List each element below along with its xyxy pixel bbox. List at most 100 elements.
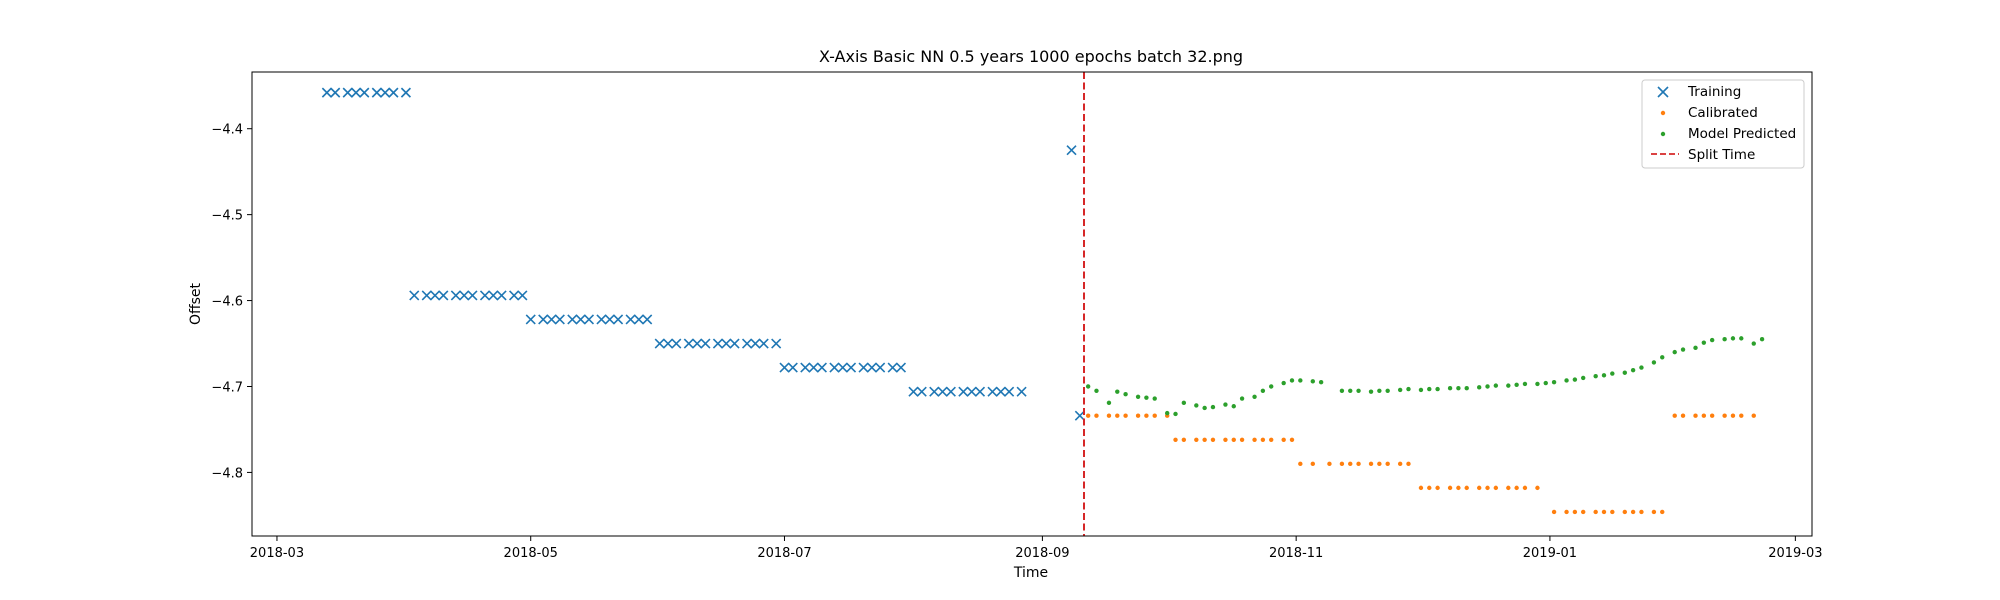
training-point [995, 386, 1006, 397]
model-predicted-point [1397, 387, 1403, 393]
calibrated-point [1435, 485, 1440, 491]
model-predicted-point [1368, 389, 1374, 394]
model-predicted-point [1106, 400, 1112, 406]
calibrated-point [1693, 413, 1698, 418]
model-predicted-point [1730, 336, 1736, 341]
calibrated-series [1085, 413, 1756, 515]
training-point [945, 386, 956, 397]
model-predicted-point [1269, 384, 1274, 389]
y-axis-ticks: −4.4 −4.5 −4.6 −4.7 −4.8 [211, 123, 252, 481]
calibrated-point [1464, 485, 1469, 491]
model-predicted-point [1759, 337, 1765, 342]
training-point [662, 338, 674, 349]
model-predicted-point [1506, 383, 1511, 388]
legend-box [1641, 79, 1805, 169]
training-point [895, 362, 907, 373]
model-predicted-point [1348, 388, 1353, 393]
training-point [671, 338, 682, 349]
model-predicted-point [1610, 371, 1615, 376]
model-predicted-series [1085, 336, 1765, 417]
model-predicted-point [1535, 381, 1540, 387]
training-point [908, 386, 919, 397]
plot-frame [251, 71, 1813, 537]
training-point [567, 314, 578, 325]
calibrated-point [1269, 437, 1274, 442]
model-predicted-point [1094, 388, 1099, 393]
legend-marker-calibrated [1660, 110, 1666, 116]
training-point [1016, 386, 1027, 397]
legend-label-calibrated: Calibrated [1688, 105, 1758, 121]
chart-title: X-Axis Basic NN 0.5 years 1000 epochs ba… [819, 47, 1243, 66]
x-tick-label: 2018-11 [1269, 546, 1323, 561]
training-point [887, 362, 898, 373]
training-point [1066, 145, 1077, 156]
model-predicted-point [1135, 394, 1141, 399]
calibrated-point [1210, 437, 1216, 442]
training-point [712, 338, 723, 349]
training-point [633, 314, 644, 325]
calibrated-point [1456, 485, 1461, 491]
training-point [400, 87, 411, 98]
training-point [421, 290, 432, 301]
training-point [729, 338, 740, 349]
model-predicted-point [1085, 384, 1091, 389]
y-tick-label: −4.6 [211, 295, 243, 310]
calibrated-point [1106, 413, 1112, 418]
training-point [866, 362, 877, 373]
model-predicted-point [1144, 395, 1149, 400]
model-predicted-point [1377, 388, 1382, 393]
training-point [987, 386, 998, 397]
training-point [450, 290, 461, 301]
training-point [546, 314, 557, 325]
model-predicted-point [1660, 355, 1665, 360]
model-predicted-point [1239, 396, 1245, 401]
calibrated-point [1135, 413, 1141, 418]
training-point [937, 386, 948, 397]
model-predicted-point [1464, 386, 1469, 391]
training-point [758, 338, 769, 349]
model-predicted-point [1485, 384, 1490, 389]
calibrated-point [1223, 437, 1228, 442]
model-predicted-point [1339, 388, 1345, 393]
calibrated-point [1194, 437, 1199, 442]
model-predicted-point [1651, 360, 1657, 365]
training-point [741, 338, 753, 349]
calibrated-point [1094, 413, 1099, 418]
training-point [974, 386, 986, 397]
calibrated-point [1368, 461, 1374, 467]
model-predicted-point [1722, 337, 1727, 342]
training-point [613, 314, 624, 325]
calibrated-point [1630, 509, 1636, 515]
calibrated-point [1181, 437, 1187, 442]
training-point [479, 290, 491, 301]
calibrated-point [1085, 413, 1091, 418]
model-predicted-point [1601, 373, 1607, 378]
x-tick-label: 2018-07 [757, 546, 811, 561]
model-predicted-point [1115, 389, 1120, 394]
calibrated-point [1144, 413, 1149, 418]
calibrated-point [1581, 509, 1586, 515]
calibrated-point [1739, 413, 1744, 418]
calibrated-point [1356, 461, 1361, 467]
calibrated-point [1298, 461, 1303, 467]
training-point [779, 362, 790, 373]
legend-label-training: Training [1687, 84, 1741, 100]
model-predicted-point [1564, 378, 1569, 383]
y-tick-label: −4.4 [211, 123, 243, 138]
calibrated-point [1722, 413, 1727, 418]
calibrated-point [1493, 485, 1499, 491]
model-predicted-point [1165, 410, 1170, 416]
x-tick-label: 2019-03 [1768, 546, 1822, 561]
calibrated-point [1123, 413, 1128, 418]
model-predicted-point [1173, 411, 1178, 417]
calibrated-point [1348, 461, 1353, 467]
model-predicted-point [1223, 402, 1228, 407]
training-point [596, 314, 607, 325]
x-axis-title: Time [1013, 565, 1048, 581]
training-point [875, 362, 886, 373]
model-predicted-point [1630, 367, 1636, 373]
training-point [858, 362, 869, 373]
model-predicted-point [1202, 405, 1207, 411]
training-point [829, 362, 840, 373]
calibrated-point [1564, 509, 1569, 515]
